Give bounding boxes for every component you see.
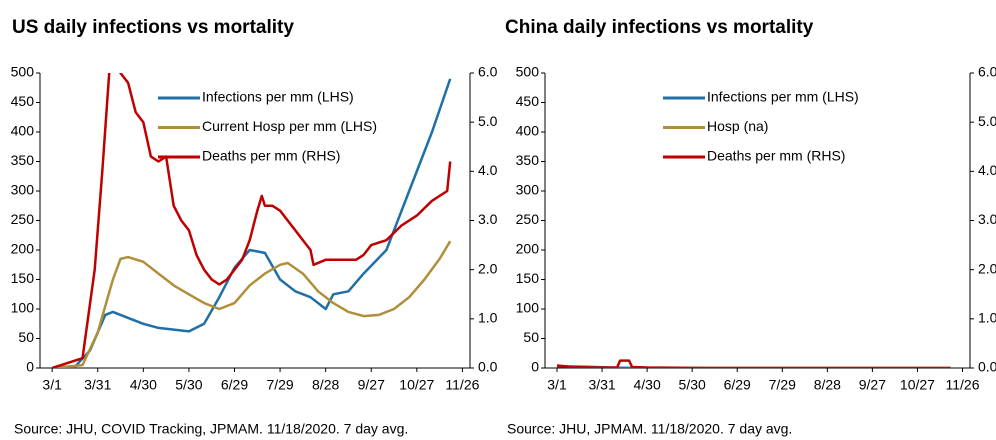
x-tick-label: 7/29	[769, 377, 796, 393]
y-tick-label: 500	[11, 64, 35, 80]
y2-tick-label: 2.0	[978, 260, 996, 276]
y-tick-label: 50	[18, 329, 34, 345]
y2-tick-label: 1.0	[478, 310, 498, 326]
y-tick-label: 450	[516, 93, 540, 109]
y2-tick-label: 0.0	[978, 359, 996, 375]
y-tick-label: 100	[11, 300, 35, 316]
x-tick-label: 6/29	[221, 377, 248, 393]
chart: China daily infections vs mortality Sourc…	[505, 17, 996, 437]
x-tick-label: 11/26	[445, 377, 479, 393]
x-tick-label: 3/31	[588, 377, 615, 393]
x-tick-label: 8/28	[814, 377, 841, 393]
y-tick-label: 400	[516, 123, 540, 139]
y-tick-label: 200	[516, 241, 540, 257]
y-tick-label: 0	[531, 359, 539, 375]
y2-tick-label: 5.0	[478, 113, 498, 129]
series-line	[52, 240, 452, 368]
y2-tick-label: 6.0	[978, 64, 996, 80]
y2-tick-label: 4.0	[478, 162, 498, 178]
x-tick-label: 10/27	[399, 377, 434, 393]
chart: US daily infections vs mortality Source: …	[11, 17, 498, 437]
chart-title: China daily infections vs mortality	[505, 17, 814, 38]
y2-tick-label: 3.0	[978, 211, 996, 227]
x-tick-label: 4/30	[130, 377, 157, 393]
legend-label: Deaths per mm (RHS)	[202, 148, 340, 164]
y-tick-label: 150	[11, 270, 35, 286]
x-tick-label: 9/27	[859, 377, 886, 393]
x-tick-label: 9/27	[358, 377, 385, 393]
x-tick-label: 7/29	[266, 377, 293, 393]
x-tick-label: 3/1	[42, 377, 62, 393]
y-tick-label: 450	[11, 93, 35, 109]
x-tick-label: 8/28	[312, 377, 339, 393]
x-tick-label: 5/30	[175, 377, 202, 393]
x-tick-label: 4/30	[633, 377, 660, 393]
legend-label: Hosp (na)	[707, 118, 768, 134]
y-tick-label: 500	[516, 64, 540, 80]
y-tick-label: 50	[523, 329, 539, 345]
y2-tick-label: 2.0	[478, 260, 498, 276]
chart-title: US daily infections vs mortality	[12, 17, 294, 38]
y-tick-label: 400	[11, 123, 35, 139]
y-tick-label: 200	[11, 241, 35, 257]
series-line	[556, 359, 951, 368]
y2-tick-label: 3.0	[478, 211, 498, 227]
y-tick-label: 100	[516, 300, 540, 316]
x-tick-label: 11/26	[945, 377, 979, 393]
legend-label: Current Hosp per mm (LHS)	[202, 118, 377, 134]
y-tick-label: 350	[11, 152, 35, 168]
x-tick-label: 3/1	[547, 377, 567, 393]
y2-tick-label: 1.0	[978, 310, 996, 326]
source-note: Source: JHU, COVID Tracking, JPMAM. 11/1…	[14, 421, 408, 437]
y2-tick-label: 4.0	[978, 162, 996, 178]
x-tick-label: 10/27	[900, 377, 935, 393]
y-tick-label: 350	[516, 152, 540, 168]
y-tick-label: 250	[516, 211, 540, 227]
legend-label: Infections per mm (LHS)	[707, 89, 859, 105]
source-note: Source: JHU, JPMAM. 11/18/2020. 7 day av…	[507, 421, 792, 437]
y-tick-label: 300	[11, 182, 35, 198]
y2-tick-label: 6.0	[478, 64, 498, 80]
x-tick-label: 6/29	[724, 377, 751, 393]
y-tick-label: 0	[26, 359, 34, 375]
legend-label: Deaths per mm (RHS)	[707, 148, 845, 164]
y-tick-label: 150	[516, 270, 540, 286]
y-tick-label: 250	[11, 211, 35, 227]
y-tick-label: 300	[516, 182, 540, 198]
legend-label: Infections per mm (LHS)	[202, 89, 354, 105]
y2-tick-label: 5.0	[978, 113, 996, 129]
x-tick-label: 5/30	[679, 377, 706, 393]
y2-tick-label: 0.0	[478, 359, 498, 375]
series-line	[51, 73, 452, 368]
x-tick-label: 3/31	[84, 377, 111, 393]
